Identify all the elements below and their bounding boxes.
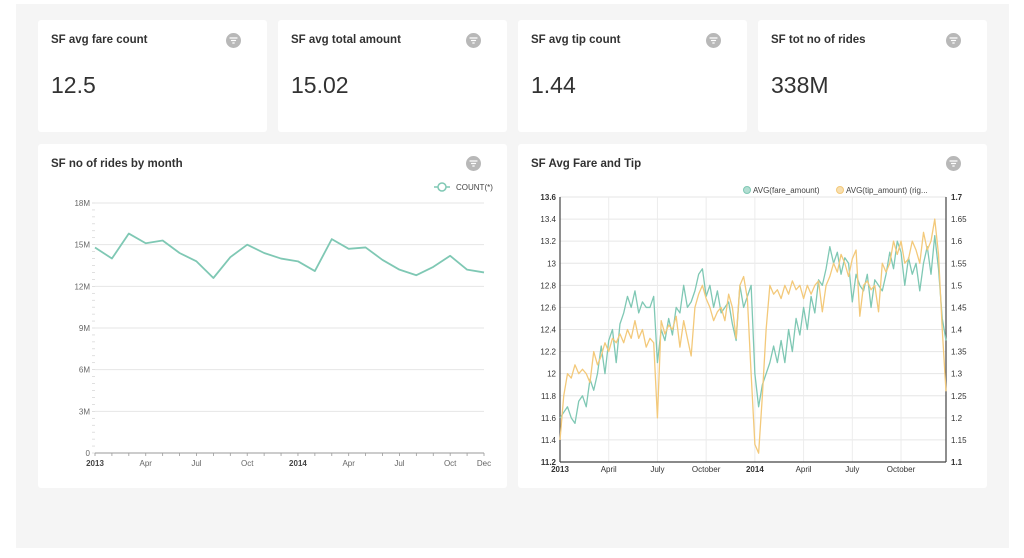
x-tick-label: October <box>887 465 916 474</box>
x-tick-label: Dec <box>477 459 491 468</box>
legend-marker <box>437 182 447 192</box>
y-right-tick-label: 1.4 <box>951 326 963 335</box>
x-tick-label: 2014 <box>289 459 307 468</box>
card-title: SF avg fare count <box>51 34 148 46</box>
x-tick-label: Jul <box>394 459 404 468</box>
y-right-tick-label: 1.2 <box>951 414 963 423</box>
x-tick-label: July <box>845 465 859 474</box>
y-tick-label: 6M <box>79 366 90 375</box>
y-tick-label: 12M <box>74 282 90 291</box>
filter-menu-icon[interactable] <box>466 156 481 171</box>
filter-menu-icon[interactable] <box>466 33 481 48</box>
kpi-value: 338M <box>771 72 829 98</box>
x-tick-label: July <box>650 465 664 474</box>
series-line-fare <box>559 234 947 425</box>
card-title: SF tot no of rides <box>771 34 866 46</box>
legend-marker <box>836 186 844 194</box>
x-tick-label: October <box>692 465 721 474</box>
chart-card-rides-by-month: SF no of rides by month 0 3M 6M 9M 12M 15M 18M… <box>38 144 507 488</box>
filter-menu-icon[interactable] <box>946 156 961 171</box>
x-tick-label: Oct <box>444 459 457 468</box>
y-right-tick-label: 1.55 <box>951 259 967 268</box>
legend-label: AVG(tip_amount) (rig... <box>846 186 928 195</box>
y-right-tick-label: 1.65 <box>951 215 967 224</box>
x-tick-label: April <box>796 465 812 474</box>
chart-title: SF Avg Fare and Tip <box>531 158 642 170</box>
legend-marker <box>743 186 751 194</box>
y-left-tick-label: 11.2 <box>541 458 557 467</box>
y-tick-label: 9M <box>79 324 90 333</box>
kpi-card-avg-total-amount: SF avg total amount 15.02 <box>278 20 507 132</box>
series-line-count <box>94 232 485 279</box>
x-tick-label: Apr <box>342 459 355 468</box>
y-left-tick-label: 12 <box>547 370 556 379</box>
x-tick-label: Apr <box>140 459 153 468</box>
filter-menu-icon[interactable] <box>226 33 241 48</box>
filter-menu-icon[interactable] <box>706 33 721 48</box>
y-tick-label: 18M <box>74 199 90 208</box>
x-tick-label: April <box>601 465 617 474</box>
series-line-tip <box>559 218 947 454</box>
y-right-tick-label: 1.6 <box>951 237 963 246</box>
chart-card-fare-and-tip: SF Avg Fare and Tip 11.2 11.4 11.6 11.8 12 12… <box>518 144 987 488</box>
chart-title: SF no of rides by month <box>51 158 183 170</box>
y-right-tick-label: 1.3 <box>951 370 963 379</box>
kpi-card-tot-rides: SF tot no of rides 338M <box>758 20 987 132</box>
x-tick-label: 2014 <box>746 465 764 474</box>
y-left-tick-label: 12.2 <box>540 348 556 357</box>
legend-label: COUNT(*) <box>456 183 493 192</box>
y-left-tick-label: 12.4 <box>540 326 556 335</box>
y-tick-label: 15M <box>74 241 90 250</box>
card-title: SF avg total amount <box>291 34 401 46</box>
y-tick-label: 0 <box>86 449 91 458</box>
y-left-tick-label: 13.4 <box>540 215 556 224</box>
y-left-tick-label: 13 <box>547 259 556 268</box>
x-tick-label: 2013 <box>86 459 104 468</box>
y-tick-label: 3M <box>79 407 90 416</box>
y-left-tick-label: 13.6 <box>540 193 556 202</box>
y-right-tick-label: 1.35 <box>951 348 967 357</box>
y-left-tick-label: 11.8 <box>541 392 557 401</box>
kpi-card-avg-tip-count: SF avg tip count 1.44 <box>518 20 747 132</box>
y-right-tick-label: 1.15 <box>951 436 967 445</box>
y-right-tick-label: 1.45 <box>951 303 967 312</box>
y-left-tick-label: 11.6 <box>541 414 557 423</box>
rides-line-chart: 0 3M 6M 9M 12M 15M 18M 2013 Apr Jul Oct 2014 Apr Jul O… <box>74 182 493 468</box>
y-right-tick-label: 1.25 <box>951 392 967 401</box>
x-tick-label: 2013 <box>551 465 569 474</box>
kpi-value: 15.02 <box>291 72 349 98</box>
y-left-tick-label: 13.2 <box>540 237 556 246</box>
y-right-tick-label: 1.7 <box>951 193 963 202</box>
y-left-tick-label: 12.8 <box>540 281 556 290</box>
y-left-tick-label: 11.4 <box>541 436 557 445</box>
card-title: SF avg tip count <box>531 34 621 46</box>
dashboard-canvas: SF avg fare count 12.5 SF avg total amou… <box>16 4 1009 548</box>
x-tick-label: Oct <box>241 459 254 468</box>
kpi-value: 1.44 <box>531 72 576 98</box>
legend-label: AVG(fare_amount) <box>753 186 820 195</box>
filter-menu-icon[interactable] <box>946 33 961 48</box>
y-right-tick-label: 1.1 <box>951 458 963 467</box>
kpi-card-avg-fare-count: SF avg fare count 12.5 <box>38 20 267 132</box>
x-tick-label: Jul <box>191 459 201 468</box>
y-left-tick-label: 12.6 <box>540 303 556 312</box>
y-right-tick-label: 1.5 <box>951 281 963 290</box>
fare-tip-dual-axis-chart: 11.2 11.4 11.6 11.8 12 12.2 12.4 12.6 12.8 13 13.2… <box>540 186 967 474</box>
kpi-value: 12.5 <box>51 72 96 98</box>
